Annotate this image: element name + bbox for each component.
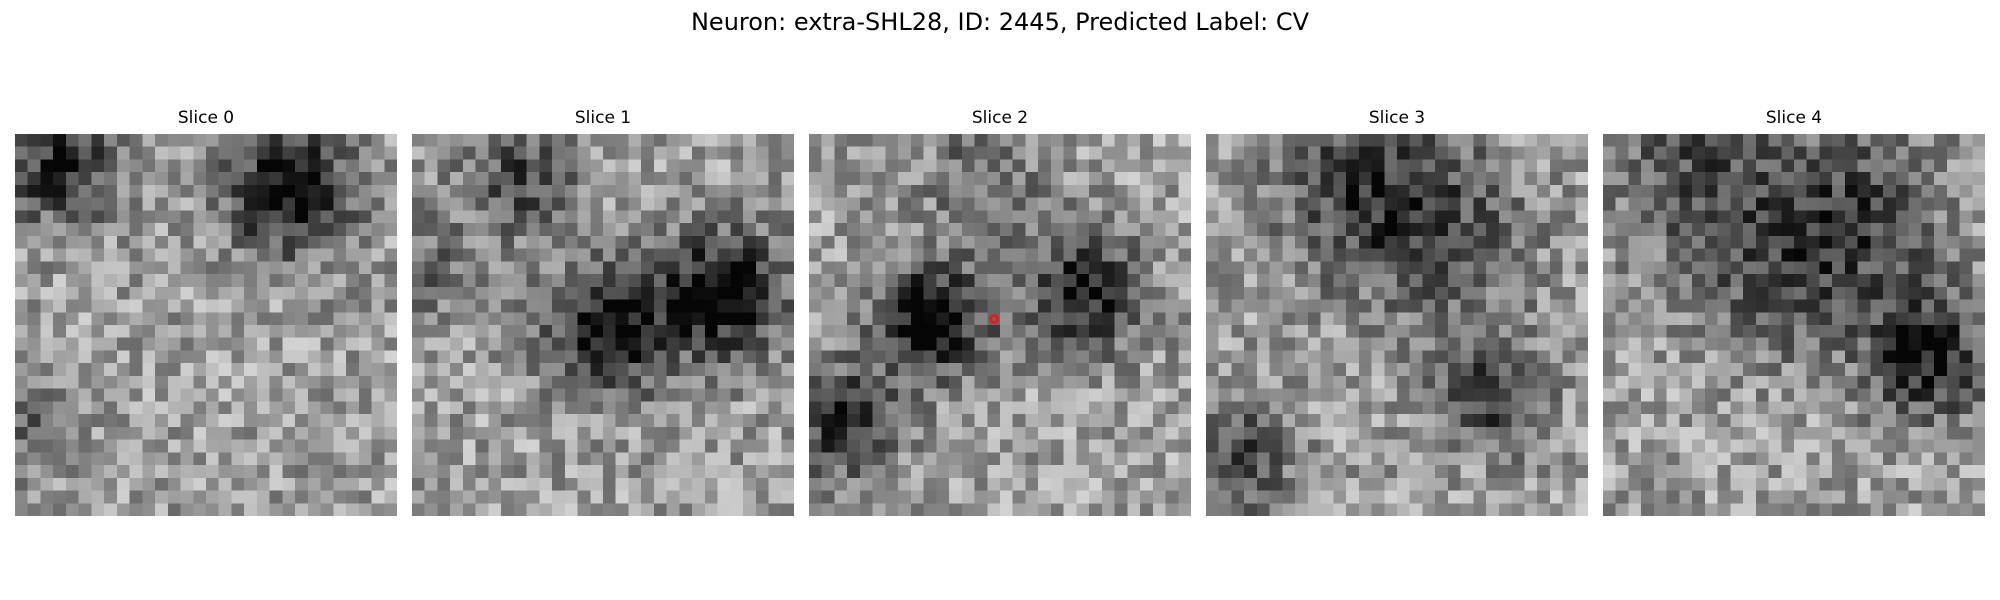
slice-image-0 <box>15 134 397 516</box>
slice-image-2 <box>809 134 1191 516</box>
slice-title-2: Slice 2 <box>809 107 1191 129</box>
slice-image-4 <box>1603 134 1985 516</box>
slice-image-1 <box>412 134 794 516</box>
slice-image-3 <box>1206 134 1588 516</box>
predicted-location-marker <box>989 314 999 324</box>
slice-title-4: Slice 4 <box>1603 107 1985 129</box>
slice-title-0: Slice 0 <box>15 107 397 129</box>
slice-title-1: Slice 1 <box>412 107 794 129</box>
slice-title-3: Slice 3 <box>1206 107 1588 129</box>
figure-title: Neuron: extra-SHL28, ID: 2445, Predicted… <box>0 6 2000 38</box>
